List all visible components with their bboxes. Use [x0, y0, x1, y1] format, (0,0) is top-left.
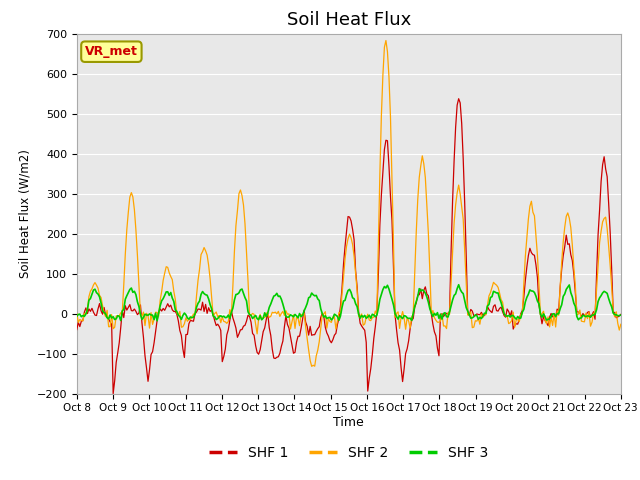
Legend: SHF 1, SHF 2, SHF 3: SHF 1, SHF 2, SHF 3 [204, 441, 494, 466]
Y-axis label: Soil Heat Flux (W/m2): Soil Heat Flux (W/m2) [18, 149, 31, 278]
Title: Soil Heat Flux: Soil Heat Flux [287, 11, 411, 29]
Text: VR_met: VR_met [85, 45, 138, 58]
X-axis label: Time: Time [333, 416, 364, 429]
